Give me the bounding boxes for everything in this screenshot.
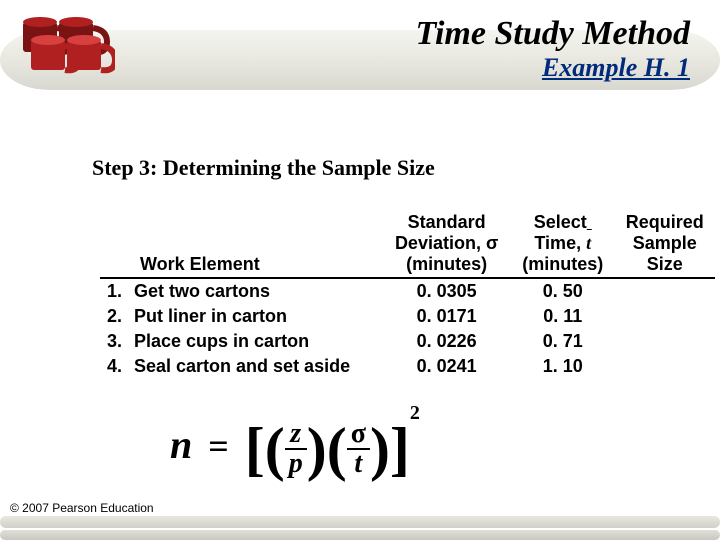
right-paren2-icon: ): [370, 425, 390, 473]
step-heading: Step 3: Determining the Sample Size: [92, 155, 435, 181]
col-required-size: Required Sample Size: [615, 210, 715, 278]
right-paren-icon: ): [307, 425, 327, 473]
right-bracket-icon: ]: [390, 425, 410, 473]
copyright: © 2007 Pearson Education: [10, 501, 154, 515]
formula-eq: =: [202, 426, 235, 466]
fraction-sigma-t: σt: [347, 420, 370, 478]
table-row: 3. Place cups in carton 0. 0226 0. 71: [100, 329, 715, 354]
left-paren-icon: (: [265, 425, 285, 473]
title-main: Time Study Method: [415, 15, 690, 53]
col-select-time: Select Time, t (minutes): [511, 210, 615, 278]
left-paren2-icon: (: [327, 425, 347, 473]
table-row: 2. Put liner in carton 0. 0171 0. 11: [100, 304, 715, 329]
left-bracket-icon: [: [245, 425, 265, 473]
data-table: Work Element Standard Deviation, σ (minu…: [100, 210, 715, 379]
table-row: 4. Seal carton and set aside 0. 0241 1. …: [100, 354, 715, 379]
fraction-zp: zp: [285, 420, 307, 478]
formula: n = [(zp)(σt)]2: [170, 420, 420, 478]
col-std-dev: Standard Deviation, σ (minutes): [382, 210, 511, 278]
bottom-stripe: [0, 516, 720, 528]
col-work-element: Work Element: [100, 210, 382, 278]
slide-header: Time Study Method Example H. 1: [0, 0, 720, 120]
title-sub: Example H. 1: [415, 53, 690, 83]
slide-title: Time Study Method Example H. 1: [415, 15, 690, 83]
cups-icon: [15, 10, 115, 80]
formula-exponent: 2: [410, 402, 420, 424]
formula-n: n: [170, 422, 192, 467]
bottom-stripe2: [0, 530, 720, 540]
table-row: 1. Get two cartons 0. 0305 0. 50: [100, 278, 715, 304]
